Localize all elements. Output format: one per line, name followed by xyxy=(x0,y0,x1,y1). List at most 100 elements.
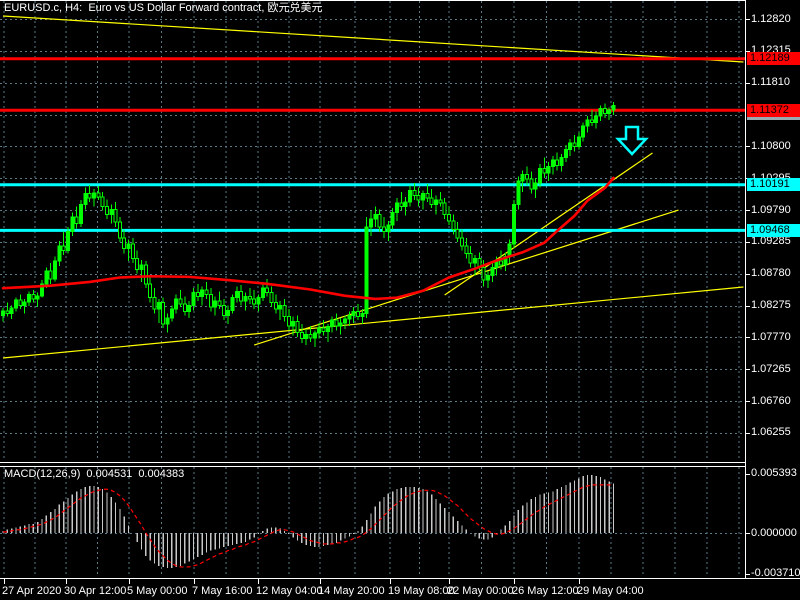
moving-average-line[interactable] xyxy=(1,176,615,301)
candle-body xyxy=(490,266,495,277)
candle-body xyxy=(481,266,486,281)
candle-body xyxy=(611,104,616,111)
candle-body xyxy=(464,245,469,255)
candle-body xyxy=(408,190,413,203)
candle-body xyxy=(607,109,612,115)
candle-body xyxy=(74,216,79,224)
candle-body xyxy=(139,264,144,270)
candle-body xyxy=(109,208,114,215)
candle-body xyxy=(568,142,573,151)
time-axis-label: 19 May 08:00 xyxy=(388,585,455,597)
macd-axis-label: 0.005393 xyxy=(751,467,797,480)
candle-body xyxy=(221,304,226,316)
candle-body xyxy=(26,294,31,303)
candle-body xyxy=(451,220,456,231)
candle-body xyxy=(550,159,555,168)
candle-body xyxy=(9,307,14,314)
candle-body xyxy=(559,157,564,166)
price-level-badge: 1.12189 xyxy=(747,52,800,66)
price-level-badge: 1.11372 xyxy=(747,103,800,117)
candle-body xyxy=(57,245,62,262)
chart-title: EURUSD.c, H4: Euro vs US Dollar Forward … xyxy=(4,2,323,14)
price-axis-label: 1.06760 xyxy=(751,394,791,407)
price-axis-drag-area[interactable] xyxy=(745,0,800,578)
trendline-medium-rising-support[interactable] xyxy=(253,209,679,346)
candle-body xyxy=(39,283,44,297)
candle-body xyxy=(161,302,166,325)
candle-body xyxy=(472,258,477,264)
candle-body xyxy=(325,326,330,333)
trendline-descending-resistance[interactable] xyxy=(2,15,744,63)
price-axis-label: 1.07770 xyxy=(751,330,791,343)
candle-body xyxy=(126,243,131,250)
candle-body xyxy=(96,192,101,198)
candle-body xyxy=(65,230,70,251)
candle-body xyxy=(351,311,356,316)
last-price-marker xyxy=(747,117,800,121)
candle-body xyxy=(555,159,560,166)
candle-body xyxy=(434,199,438,205)
candle-body xyxy=(278,304,283,310)
candle-body xyxy=(537,167,542,184)
candle-body xyxy=(438,199,443,204)
candle-body xyxy=(243,295,248,302)
candle-body xyxy=(516,180,521,205)
candle-body xyxy=(104,205,109,215)
trendline-long-rising-support[interactable] xyxy=(2,286,744,359)
candle-body xyxy=(174,298,179,310)
candle-body xyxy=(594,115,599,123)
candle-body xyxy=(252,298,257,305)
candle-body xyxy=(208,294,213,308)
candle-body xyxy=(485,275,490,281)
down-arrow-annotation[interactable] xyxy=(615,125,649,156)
candle-body xyxy=(602,108,607,115)
candle-body xyxy=(31,294,36,300)
price-axis-label: 1.08275 xyxy=(751,299,791,312)
candle-body xyxy=(321,327,326,333)
candle-body xyxy=(260,287,265,299)
candle-body xyxy=(1,310,5,316)
candle-body xyxy=(83,193,88,205)
time-axis-drag-area[interactable] xyxy=(0,578,800,600)
candle-body xyxy=(113,208,118,223)
price-axis-label: 1.09790 xyxy=(751,203,791,216)
candle-body xyxy=(581,125,586,138)
candle-body xyxy=(230,297,235,311)
candle-body xyxy=(130,243,135,260)
candle-body xyxy=(200,289,205,297)
candle-body xyxy=(187,304,192,313)
candle-body xyxy=(369,218,374,228)
candle-body xyxy=(273,302,278,310)
candle-body xyxy=(455,229,460,239)
macd-plot-area[interactable] xyxy=(0,466,745,578)
candle-body xyxy=(291,321,296,327)
candle-body xyxy=(165,317,170,325)
price-level-badge: 1.10191 xyxy=(747,178,800,192)
time-axis-label: 5 May 00:00 xyxy=(127,585,188,597)
time-axis-label: 12 May 04:00 xyxy=(256,585,323,597)
candle-body xyxy=(239,290,244,302)
price-axis-label: 1.08780 xyxy=(751,267,791,280)
main-plot-area[interactable] xyxy=(0,0,745,462)
candle-body xyxy=(589,119,594,123)
candle-body xyxy=(117,221,122,239)
candle-body xyxy=(576,136,581,147)
candle-body xyxy=(395,202,400,214)
candle-body xyxy=(178,298,183,305)
time-axis-label: 22 May 00:00 xyxy=(447,585,514,597)
candle-body xyxy=(563,149,568,159)
candle-body xyxy=(520,174,525,182)
candle-body xyxy=(18,299,23,306)
candle-body xyxy=(429,197,434,205)
candle-body xyxy=(61,245,66,251)
candle-body xyxy=(122,237,127,250)
candle-body xyxy=(5,310,10,314)
candle-body xyxy=(347,314,352,320)
candle-body xyxy=(226,309,231,316)
price-axis-label: 1.12820 xyxy=(751,12,791,25)
trendline-steep-rising-support[interactable] xyxy=(444,152,653,296)
candle-body xyxy=(48,270,53,280)
candle-body xyxy=(585,119,590,127)
candle-body xyxy=(533,182,538,190)
